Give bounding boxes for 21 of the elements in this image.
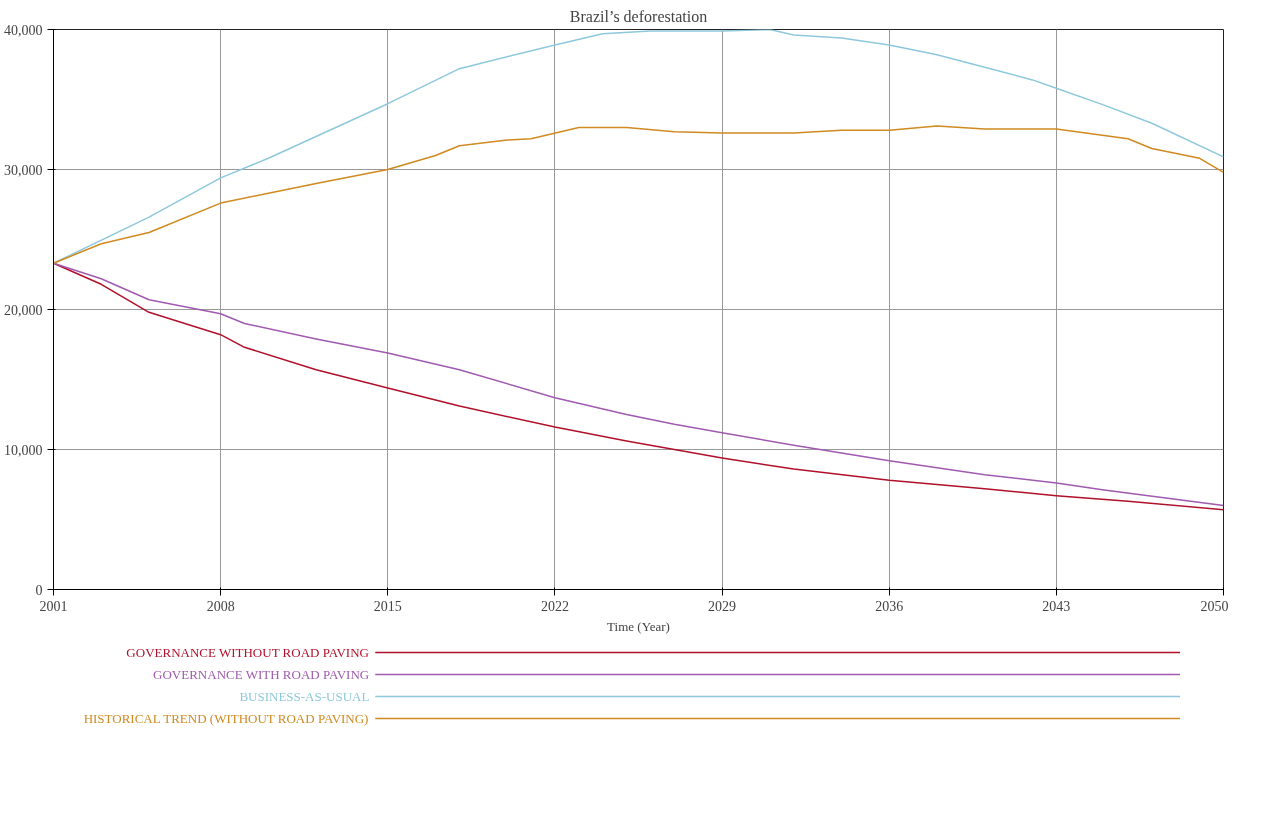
text: GOVERNANCE WITHOUT ROAD PAVING — [126, 645, 369, 660]
y-tick-label: 40,000 — [4, 22, 43, 38]
x-tick-label: 2001 — [39, 598, 68, 614]
x-tick-label: 2036 — [875, 598, 904, 614]
y-tick-label: 0 — [35, 582, 43, 598]
x-tick-label: 2015 — [373, 598, 402, 614]
x-tick-label: 2008 — [206, 598, 235, 614]
text: BUSINESS-AS-USUAL — [239, 689, 370, 704]
chart-title: Brazil’s deforestation — [569, 7, 708, 25]
line-series — [53, 125, 1224, 265]
text: GOVERNANCE WITH ROAD PAVING — [153, 667, 370, 682]
text: HISTORICAL TREND (WITHOUT ROAD PAVING) — [83, 711, 369, 726]
x-tick-label: 2043 — [1042, 598, 1071, 614]
y-tick-label: 20,000 — [4, 302, 43, 318]
y-tick-label: 30,000 — [4, 162, 43, 178]
x-tick-label: 2022 — [540, 598, 569, 614]
y-tick-label: 10,000 — [4, 442, 43, 458]
x-axis-title: Time (Year) — [607, 618, 670, 634]
x-tick-label: 2029 — [708, 598, 737, 614]
line-series — [53, 29, 1224, 265]
x-tick-label: 2050 — [1200, 598, 1229, 614]
